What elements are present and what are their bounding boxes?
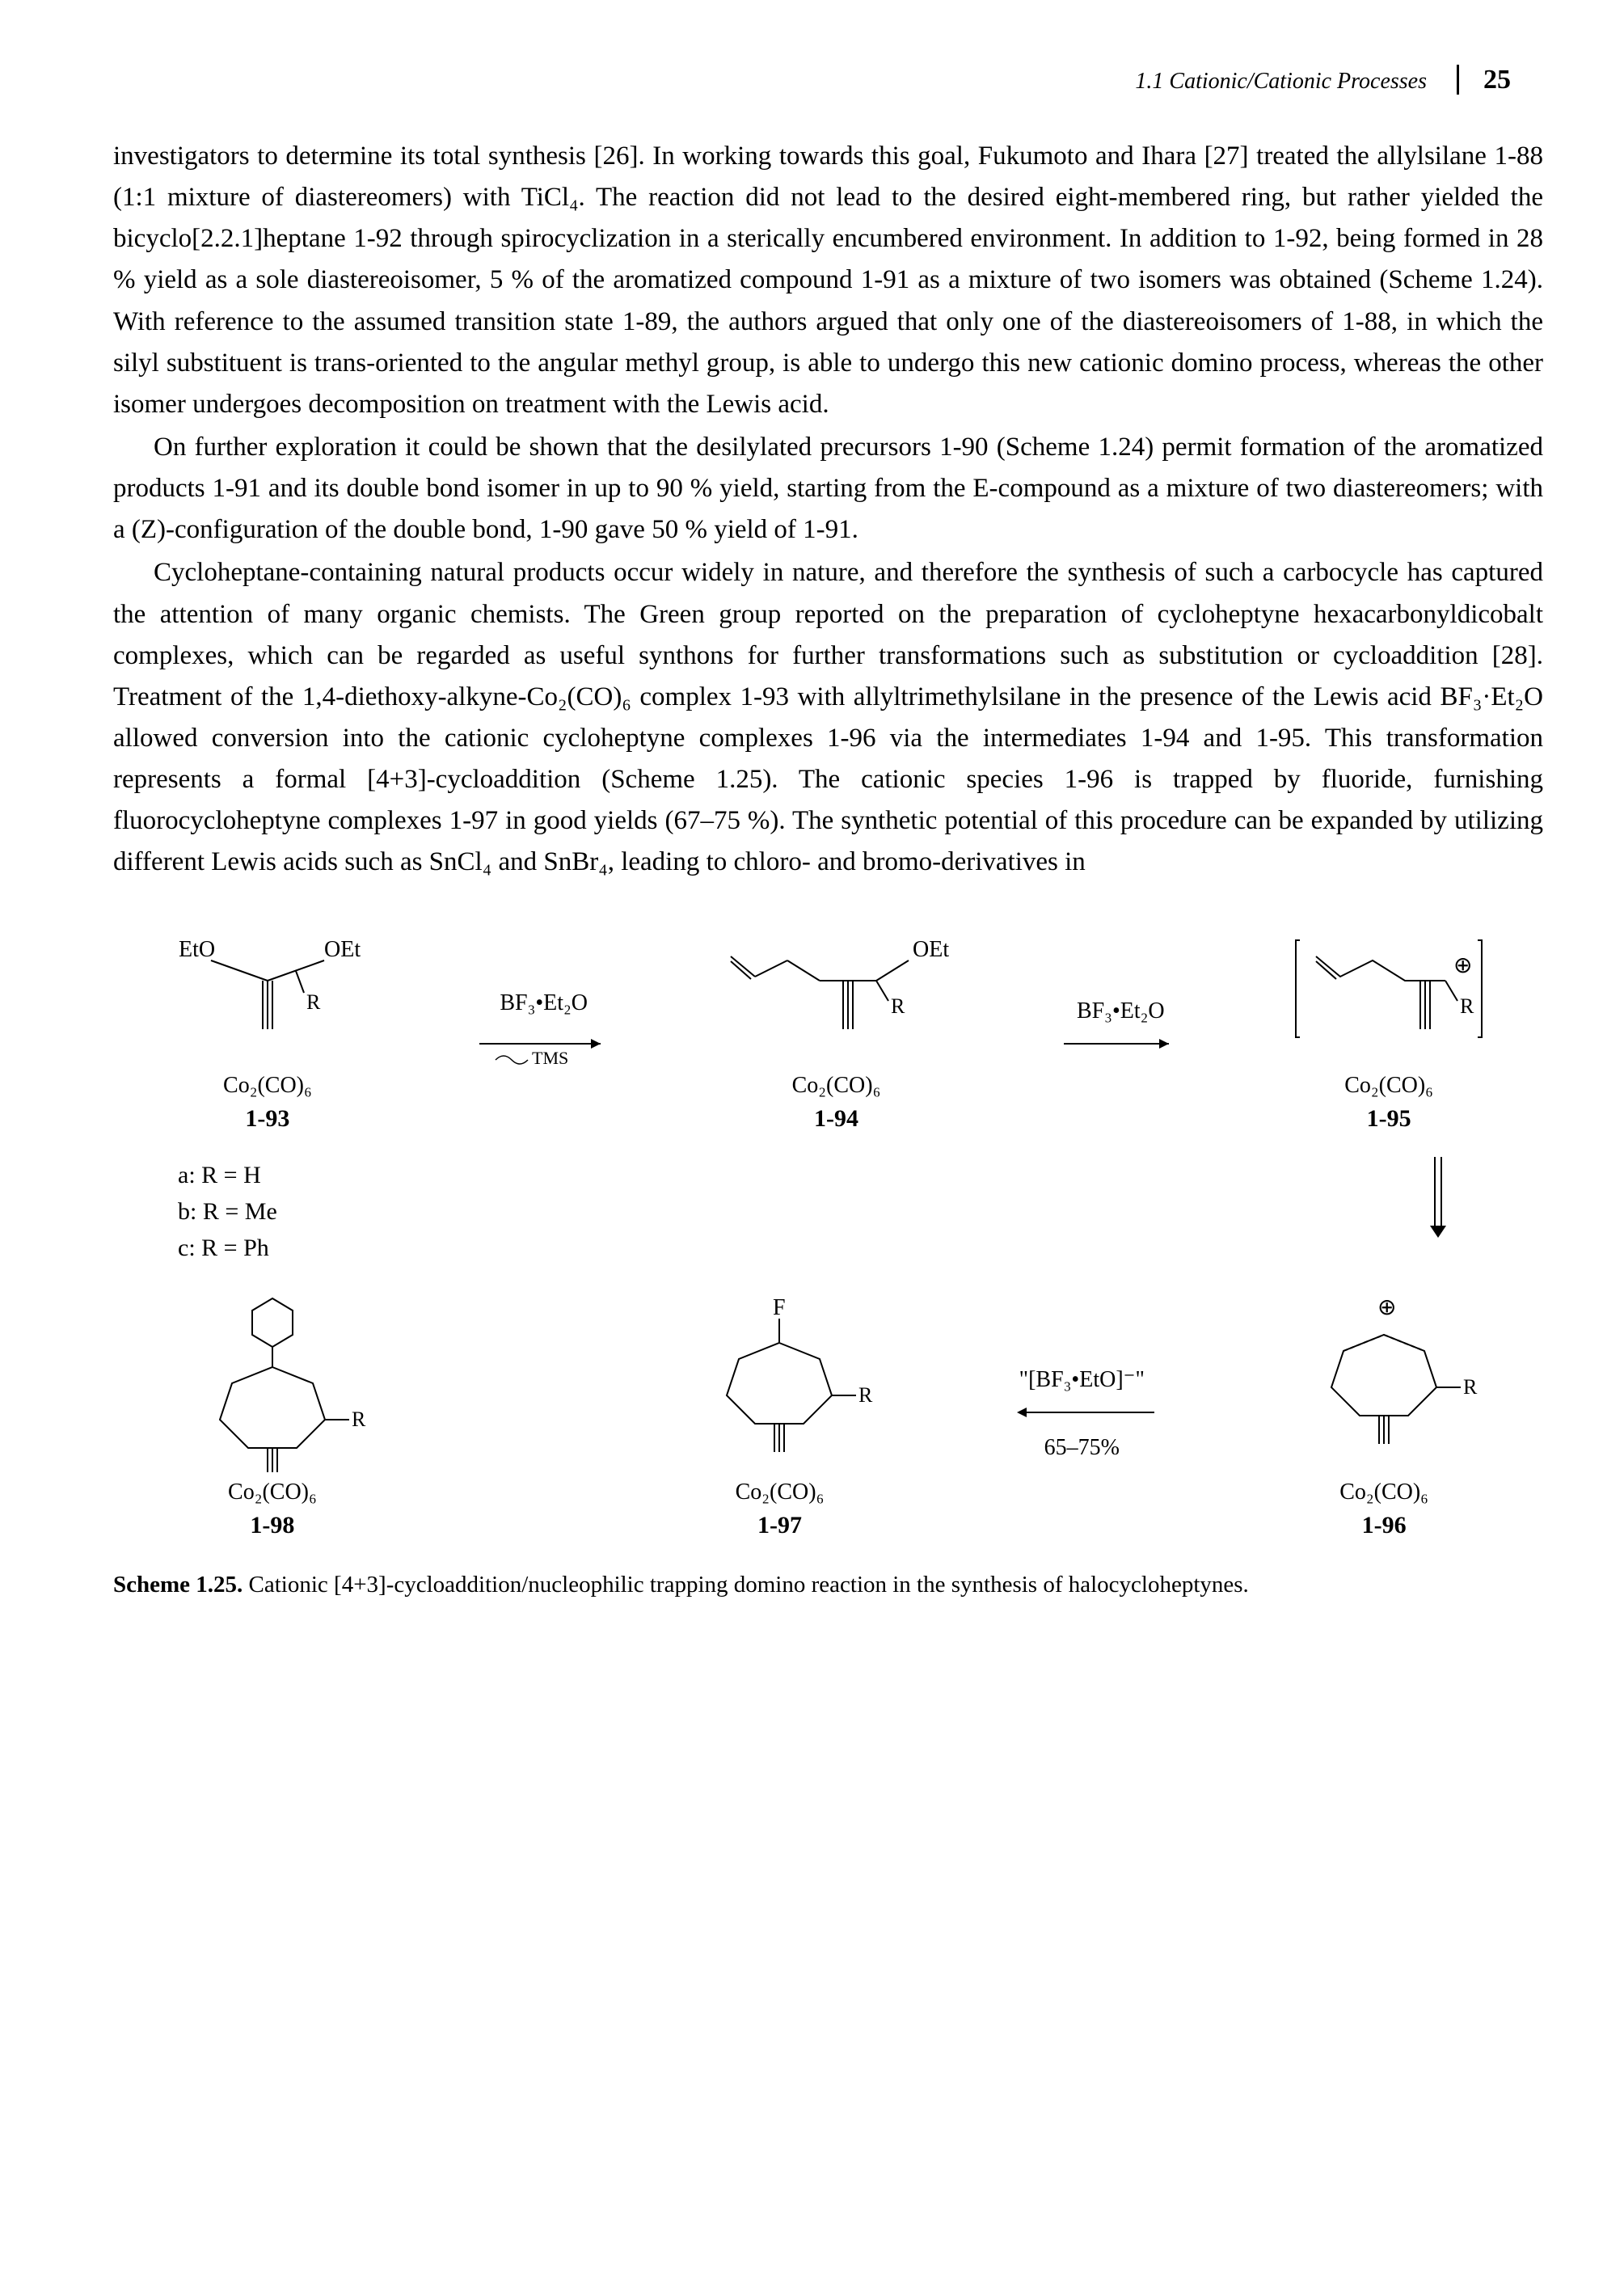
- r-def-c: c: R = Ph: [178, 1230, 277, 1266]
- co-label: Co₂(CO)₆: [1287, 1479, 1481, 1505]
- paragraph-1: investigators to determine its total syn…: [113, 136, 1543, 425]
- compound-1-95: ⊕ R Co₂(CO)₆ 1-95: [1284, 932, 1494, 1133]
- body-text: investigators to determine its total syn…: [113, 136, 1543, 884]
- arrow-text-top: BF₃•Et₂O: [1056, 998, 1185, 1024]
- scheme-row-top: EtO OEt R Co₂(CO)₆ 1-93 BF₃•Et₂O T: [113, 932, 1543, 1133]
- scheme-row-bottom: R Co₂(CO)₆ 1-98 F R Co₂(CO)₆ 1-9: [113, 1290, 1543, 1539]
- compound-label: 1-94: [715, 1105, 957, 1133]
- compound-label: 1-95: [1284, 1105, 1494, 1133]
- compound-label: 1-98: [175, 1512, 369, 1539]
- arrow-2: BF₃•Et₂O: [1056, 998, 1185, 1066]
- co-label: Co₂(CO)₆: [715, 1073, 957, 1099]
- svg-text:OEt: OEt: [324, 937, 361, 962]
- compound-1-94: OEt R Co₂(CO)₆ 1-94: [715, 932, 957, 1133]
- page-number: 25: [1457, 65, 1511, 95]
- svg-text:⊕: ⊕: [1453, 953, 1472, 978]
- svg-text:R: R: [1463, 1375, 1478, 1399]
- svg-text:R: R: [306, 990, 321, 1014]
- compound-1-96: ⊕ R Co₂(CO)₆ 1-96: [1287, 1290, 1481, 1539]
- r-def-a: a: R = H: [178, 1157, 277, 1193]
- arrow-text-bot: 65–75%: [1001, 1435, 1162, 1461]
- svg-text:TMS: TMS: [532, 1048, 568, 1068]
- r-def-b: b: R = Me: [178, 1193, 277, 1230]
- arrow-text-top: BF₃•Et₂O: [471, 990, 617, 1016]
- svg-text:OEt: OEt: [913, 937, 949, 962]
- compound-label: 1-93: [162, 1105, 373, 1133]
- down-arrow-icon: [1422, 1149, 1454, 1246]
- arrow-3: "[BF₃•EtO]⁻" 65–75%: [1001, 1365, 1162, 1464]
- compound-1-98: R Co₂(CO)₆ 1-98: [175, 1290, 369, 1539]
- scheme-number: Scheme 1.25.: [113, 1572, 243, 1598]
- paragraph-2: On further exploration it could be shown…: [113, 427, 1543, 551]
- svg-text:R: R: [1460, 994, 1474, 1018]
- scheme-figure: EtO OEt R Co₂(CO)₆ 1-93 BF₃•Et₂O T: [113, 932, 1543, 1598]
- arrow-text-top: "[BF₃•EtO]⁻": [1001, 1365, 1162, 1393]
- section-title: 1.1 Cationic/Cationic Processes: [1135, 69, 1427, 94]
- svg-text:R: R: [858, 1383, 873, 1407]
- r-definitions: a: R = H b: R = Me c: R = Ph: [178, 1157, 277, 1266]
- compound-1-97: F R Co₂(CO)₆ 1-97: [682, 1290, 876, 1539]
- compound-label: 1-96: [1287, 1512, 1481, 1539]
- paragraph-3: Cycloheptane-containing natural products…: [113, 552, 1543, 883]
- co-label: Co₂(CO)₆: [682, 1479, 876, 1505]
- svg-text:R: R: [352, 1408, 366, 1431]
- compound-label: 1-97: [682, 1512, 876, 1539]
- svg-text:EtO: EtO: [179, 937, 215, 962]
- svg-text:R: R: [891, 994, 905, 1018]
- page-header: 1.1 Cationic/Cationic Processes 25: [113, 65, 1543, 95]
- svg-text:⊕: ⊕: [1377, 1295, 1396, 1320]
- co-label: Co₂(CO)₆: [1284, 1073, 1494, 1099]
- arrow-1: BF₃•Et₂O TMS: [471, 990, 617, 1074]
- compound-1-93: EtO OEt R Co₂(CO)₆ 1-93: [162, 932, 373, 1133]
- co-label: Co₂(CO)₆: [162, 1073, 373, 1099]
- co-label: Co₂(CO)₆: [175, 1479, 369, 1505]
- svg-text:F: F: [773, 1295, 786, 1320]
- scheme-caption: Scheme 1.25. Cationic [4+3]-cycloadditio…: [113, 1572, 1543, 1598]
- scheme-caption-text: Cationic [4+3]-cycloaddition/nucleophili…: [243, 1572, 1249, 1598]
